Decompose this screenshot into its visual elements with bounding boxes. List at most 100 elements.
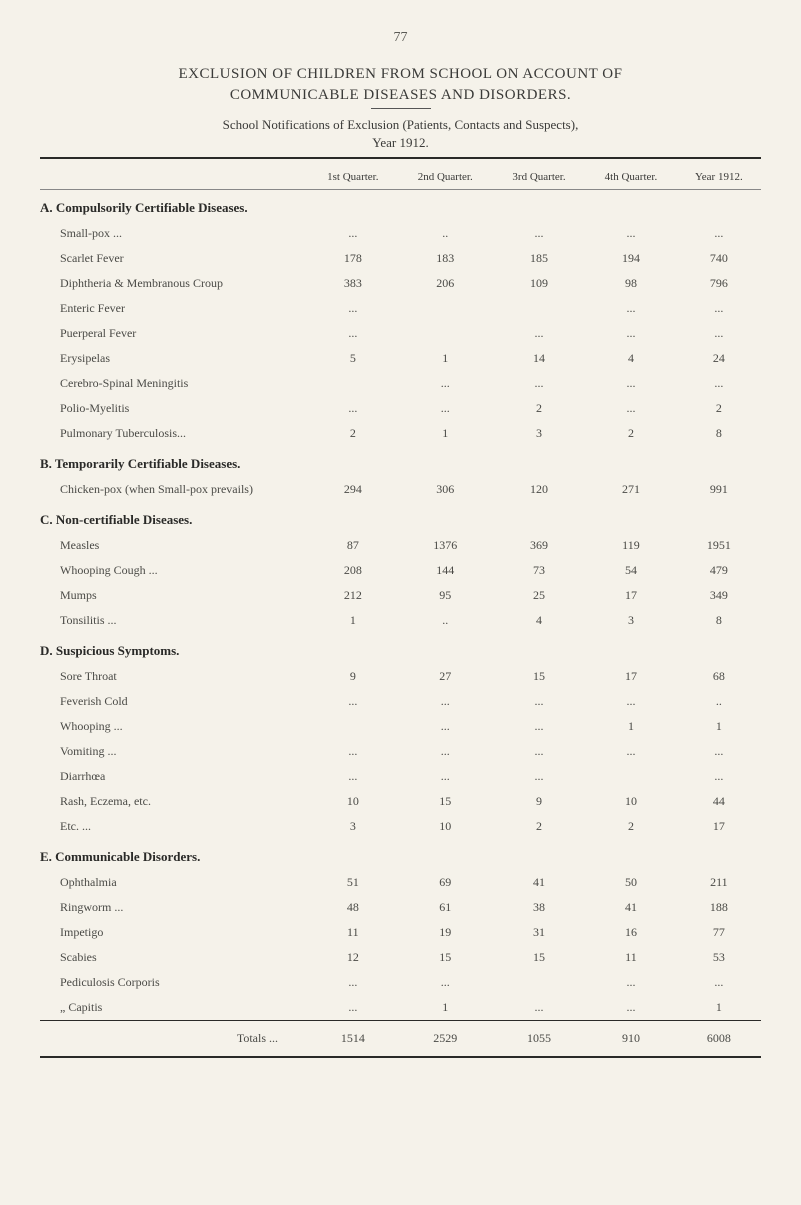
cell-value: 208: [308, 558, 398, 583]
cell-value: 2: [308, 421, 398, 446]
table-row: Scarlet Fever178183185194740: [40, 246, 761, 271]
cell-value: 25: [493, 583, 585, 608]
table-row: Scabies1215151153: [40, 945, 761, 970]
cell-value: ...: [493, 714, 585, 739]
cell-value: 2: [585, 421, 676, 446]
cell-value: ...: [308, 221, 398, 246]
cell-value: 87: [308, 533, 398, 558]
row-label: Diarrhœa: [40, 764, 308, 789]
row-label: Polio-Myelitis: [40, 396, 308, 421]
row-label: Whooping ...: [40, 714, 308, 739]
table-row: Whooping Cough ...2081447354479: [40, 558, 761, 583]
row-label: Scabies: [40, 945, 308, 970]
table-row: Pulmonary Tuberculosis...21328: [40, 421, 761, 446]
cell-value: 53: [677, 945, 761, 970]
col-header-q4: 4th Quarter.: [585, 165, 676, 190]
cell-value: 1: [398, 995, 493, 1021]
cell-value: 38: [493, 895, 585, 920]
cell-value: ...: [677, 764, 761, 789]
cell-value: ...: [398, 739, 493, 764]
cell-value: 211: [677, 870, 761, 895]
cell-value: ...: [493, 371, 585, 396]
cell-value: 9: [308, 664, 398, 689]
table-row: Measles8713763691191951: [40, 533, 761, 558]
cell-value: 740: [677, 246, 761, 271]
totals-value: 910: [585, 1021, 676, 1058]
col-header-blank: [40, 165, 308, 190]
cell-value: ...: [308, 296, 398, 321]
cell-value: ...: [493, 739, 585, 764]
table-row: Ringworm ...48613841188: [40, 895, 761, 920]
cell-value: 991: [677, 477, 761, 502]
cell-value: 15: [493, 945, 585, 970]
cell-value: 1: [677, 995, 761, 1021]
cell-value: ...: [398, 764, 493, 789]
cell-value: 2: [493, 396, 585, 421]
section-header-label: A. Compulsorily Certifiable Diseases.: [40, 190, 761, 222]
cell-value: 15: [398, 945, 493, 970]
cell-value: 27: [398, 664, 493, 689]
cell-value: [308, 714, 398, 739]
cell-value: ...: [585, 689, 676, 714]
cell-value: 51: [308, 870, 398, 895]
top-rule: [40, 157, 761, 159]
cell-value: 271: [585, 477, 676, 502]
row-label: Small-pox ...: [40, 221, 308, 246]
title-line-1: EXCLUSION OF CHILDREN FROM SCHOOL ON ACC…: [40, 66, 761, 83]
row-label: Feverish Cold: [40, 689, 308, 714]
totals-value: 1514: [308, 1021, 398, 1058]
cell-value: 17: [585, 583, 676, 608]
cell-value: 4: [585, 346, 676, 371]
section-header: B. Temporarily Certifiable Diseases.: [40, 446, 761, 477]
row-label: Enteric Fever: [40, 296, 308, 321]
cell-value: 144: [398, 558, 493, 583]
cell-value: 41: [493, 870, 585, 895]
cell-value: 369: [493, 533, 585, 558]
col-header-q1: 1st Quarter.: [308, 165, 398, 190]
totals-row: Totals ...1514252910559106008: [40, 1021, 761, 1058]
cell-value: ...: [398, 396, 493, 421]
cell-value: 15: [493, 664, 585, 689]
cell-value: 11: [585, 945, 676, 970]
cell-value: 12: [308, 945, 398, 970]
cell-value: 17: [585, 664, 676, 689]
section-header-label: C. Non-certifiable Diseases.: [40, 502, 761, 533]
row-label: Sore Throat: [40, 664, 308, 689]
cell-value: ...: [398, 371, 493, 396]
cell-value: ...: [398, 714, 493, 739]
cell-value: 15: [398, 789, 493, 814]
cell-value: 3: [493, 421, 585, 446]
cell-value: 69: [398, 870, 493, 895]
cell-value: 479: [677, 558, 761, 583]
row-label: Measles: [40, 533, 308, 558]
cell-value: ..: [677, 689, 761, 714]
cell-value: ..: [398, 608, 493, 633]
cell-value: ...: [308, 970, 398, 995]
cell-value: 48: [308, 895, 398, 920]
row-label: Etc. ...: [40, 814, 308, 839]
cell-value: 119: [585, 533, 676, 558]
cell-value: 206: [398, 271, 493, 296]
cell-value: 796: [677, 271, 761, 296]
cell-value: 194: [585, 246, 676, 271]
cell-value: ...: [308, 995, 398, 1021]
cell-value: 8: [677, 608, 761, 633]
cell-value: 188: [677, 895, 761, 920]
table-row: Pediculosis Corporis............: [40, 970, 761, 995]
cell-value: ...: [493, 321, 585, 346]
row-label: „ Capitis: [40, 995, 308, 1021]
cell-value: 41: [585, 895, 676, 920]
row-label: Cerebro-Spinal Meningitis: [40, 371, 308, 396]
title-separator: [371, 108, 431, 109]
row-label: Puerperal Fever: [40, 321, 308, 346]
cell-value: 95: [398, 583, 493, 608]
cell-value: 54: [585, 558, 676, 583]
section-header-label: D. Suspicious Symptoms.: [40, 633, 761, 664]
cell-value: 3: [308, 814, 398, 839]
cell-value: [493, 296, 585, 321]
cell-value: [398, 296, 493, 321]
row-label: Chicken-pox (when Small-pox prevails): [40, 477, 308, 502]
cell-value: ...: [677, 221, 761, 246]
cell-value: 17: [677, 814, 761, 839]
cell-value: ...: [398, 970, 493, 995]
